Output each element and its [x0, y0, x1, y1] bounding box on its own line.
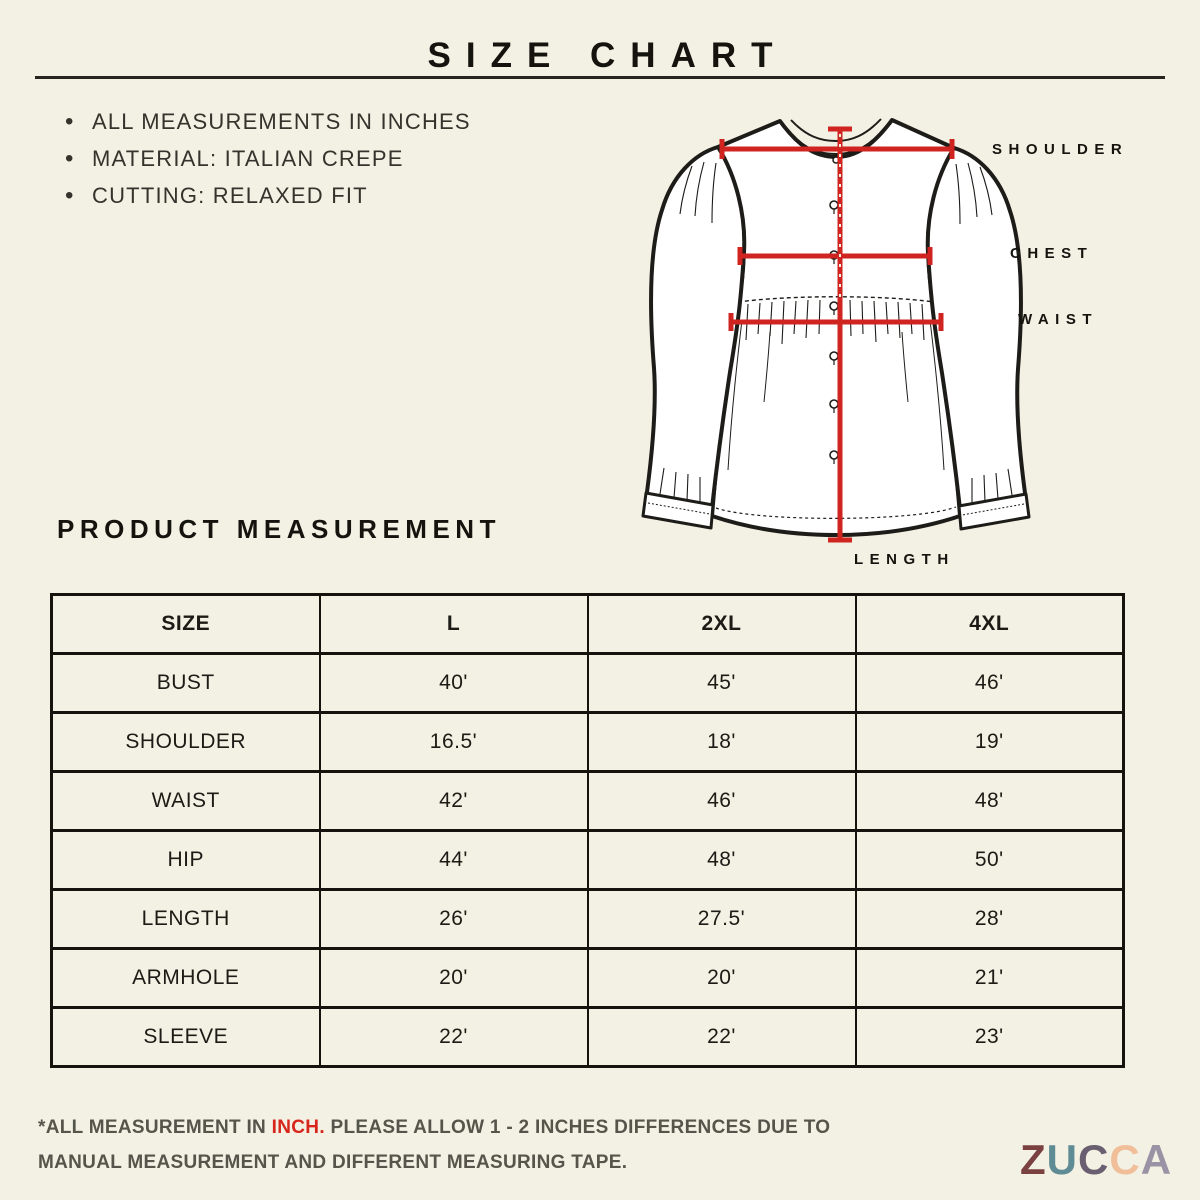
cell-value: 26'	[318, 888, 589, 950]
measurement-disclaimer: *ALL MEASUREMENT IN INCH. PLEASE ALLOW 1…	[38, 1110, 883, 1180]
left-cuff-stitch	[647, 502, 711, 515]
cell-value: 18'	[586, 711, 857, 773]
cell-value: 48'	[586, 829, 857, 891]
hem-stitch-dashed	[715, 506, 957, 519]
table-row: LENGTH 26' 27.5' 28'	[50, 888, 1125, 950]
collar-inner-curve	[782, 122, 890, 156]
size-measurement-table: SIZE L 2XL 4XL BUST 40' 45' 46' SHOULDER…	[50, 593, 1125, 1068]
cell-value: 20'	[586, 947, 857, 1009]
product-notes-list: ALL MEASUREMENTS IN INCHES MATERIAL: ITA…	[65, 103, 471, 214]
waist-line-label: WAIST	[1018, 311, 1098, 328]
cell-value: 19'	[854, 711, 1125, 773]
table-row: ARMHOLE 20' 20' 21'	[50, 947, 1125, 1009]
col-header-l: L	[318, 593, 589, 655]
right-cuff-stitch	[961, 503, 1025, 516]
note-material: MATERIAL: ITALIAN CREPE	[65, 140, 471, 177]
logo-letter: C	[1078, 1136, 1110, 1183]
cell-value: 27.5'	[586, 888, 857, 950]
cell-value: 28'	[854, 888, 1125, 950]
row-label: SHOULDER	[50, 711, 321, 773]
table-row: WAIST 42' 46' 48'	[50, 770, 1125, 832]
logo-letter: A	[1140, 1136, 1173, 1183]
col-header-size: SIZE	[50, 593, 321, 655]
skirt-fold-lines	[727, 319, 945, 471]
title-divider	[35, 76, 1165, 79]
row-label: ARMHOLE	[50, 947, 321, 1009]
col-header-2xl: 2XL	[586, 593, 857, 655]
cell-value: 20'	[318, 947, 589, 1009]
cell-value: 46'	[854, 652, 1125, 714]
logo-letter: Z	[1020, 1136, 1047, 1183]
row-label: BUST	[50, 652, 321, 714]
col-header-4xl: 4XL	[854, 593, 1125, 655]
right-sleeve-gathers	[955, 162, 1013, 505]
measurement-lines	[719, 126, 955, 543]
length-line-label: LENGTH	[854, 551, 955, 568]
cell-value: 44'	[318, 829, 589, 891]
cell-value: 21'	[854, 947, 1125, 1009]
garment-diagram	[641, 118, 1031, 543]
waist-seam-dashed	[737, 296, 935, 303]
right-cuff	[957, 492, 1031, 531]
table-row: BUST 40' 45' 46'	[50, 652, 1125, 714]
note-cutting: CUTTING: RELAXED FIT	[65, 177, 471, 214]
row-label: LENGTH	[50, 888, 321, 950]
table-header-row: SIZE L 2XL 4XL	[50, 593, 1125, 655]
table-row: SHOULDER 16.5' 18' 19'	[50, 711, 1125, 773]
cell-value: 45'	[586, 652, 857, 714]
cell-value: 22'	[318, 1006, 589, 1068]
chest-line-label: CHEST	[1010, 245, 1094, 262]
table-row: HIP 44' 48' 50'	[50, 829, 1125, 891]
cell-value: 22'	[586, 1006, 857, 1068]
row-label: HIP	[50, 829, 321, 891]
cell-value: 50'	[854, 829, 1125, 891]
cell-value: 48'	[854, 770, 1125, 832]
section-heading: PRODUCT MEASUREMENT	[57, 514, 501, 544]
left-sleeve-gathers	[659, 161, 717, 504]
disclaimer-suffix: PLEASE ALLOW 1 - 2 INCHES DIFFERENCES DU…	[38, 1117, 831, 1173]
logo-letter: U	[1046, 1136, 1078, 1183]
zucca-brand-logo: ZUCCA	[1020, 1136, 1172, 1184]
cell-value: 46'	[586, 770, 857, 832]
table-row: SLEEVE 22' 22' 23'	[50, 1006, 1125, 1068]
note-measurements: ALL MEASUREMENTS IN INCHES	[65, 103, 471, 140]
collar-back-curve	[790, 118, 882, 143]
page-title: SIZE CHART	[427, 36, 788, 75]
left-cuff	[641, 491, 715, 530]
disclaimer-inch-highlight: INCH.	[271, 1117, 325, 1138]
cell-value: 42'	[318, 770, 589, 832]
cell-value: 16.5'	[318, 711, 589, 773]
row-label: SLEEVE	[50, 1006, 321, 1068]
logo-letter: C	[1109, 1136, 1141, 1183]
row-label: WAIST	[50, 770, 321, 832]
disclaimer-prefix: *ALL MEASUREMENT IN	[38, 1117, 272, 1138]
cell-value: 23'	[854, 1006, 1125, 1068]
shoulder-line-label: SHOULDER	[992, 141, 1129, 158]
cell-value: 40'	[318, 652, 589, 714]
